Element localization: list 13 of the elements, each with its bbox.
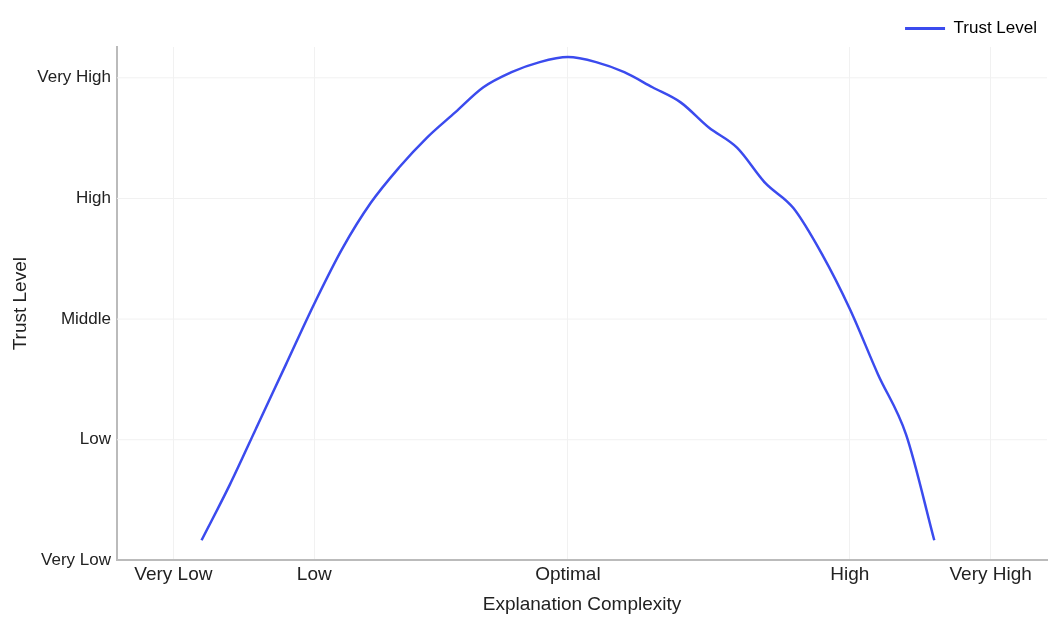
text: Middle (60, 308, 111, 328)
legend-label: Trust Level (953, 18, 1038, 38)
y-axis-title: Trust Level (8, 257, 30, 351)
x-axis-title: Explanation Complexity (482, 592, 682, 614)
text: High (76, 188, 111, 208)
x-tick-label: Optimal (535, 563, 601, 585)
x-tick-label: Very High (949, 563, 1032, 585)
text: Very Low (41, 550, 112, 570)
text: Low (79, 429, 112, 449)
x-tick-label: Very Low (134, 563, 213, 585)
text: Very High (37, 67, 111, 87)
x-tick-label: Low (296, 563, 332, 585)
x-tick-label: High (830, 563, 870, 585)
